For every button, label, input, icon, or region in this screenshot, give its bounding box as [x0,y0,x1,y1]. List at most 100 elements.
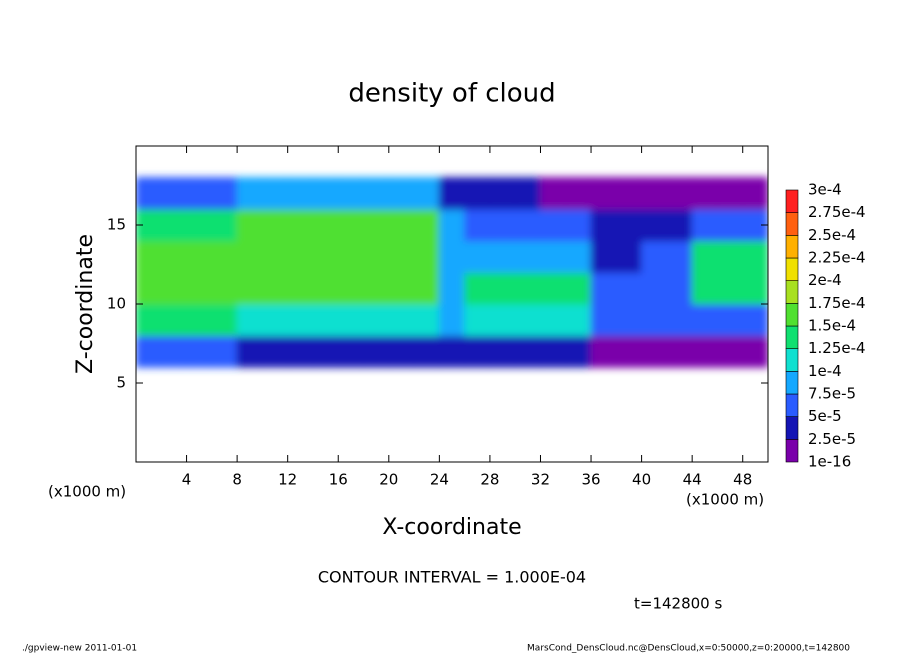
cell [312,303,339,337]
colorbar-label: 1e-16 [808,453,851,471]
cell [160,177,188,210]
cell [691,208,718,242]
cell [287,208,314,242]
cell [413,240,440,273]
colorbar-box [785,371,799,395]
chart-title: density of cloud [348,79,555,109]
cell [211,303,238,337]
cell [438,303,466,337]
cell [691,303,718,337]
x-axis-label: X-coordinate [382,515,521,540]
cell [337,177,365,210]
colorbar-box [785,325,799,349]
cell [691,177,718,210]
cell [388,271,415,305]
footer-right: MarsCond_DensCloud.nc@DensCloud,x=0:5000… [527,644,850,654]
cell [539,208,567,242]
x-tick-label: 40 [632,471,651,489]
cell [413,271,440,305]
cell [186,177,213,210]
cell [186,335,213,368]
cell [615,303,643,337]
cell [565,271,592,305]
cell [236,208,263,242]
cell [160,271,188,305]
cell [136,177,162,210]
cell [236,240,263,273]
y-unit: (x1000 m) [48,483,126,501]
x-tick-label: 48 [733,471,752,489]
cell [742,335,768,368]
cell [666,177,693,210]
colorbar-label: 2e-4 [808,271,842,289]
cell [539,240,567,273]
cell [388,240,415,273]
cell [312,335,339,368]
cell [590,271,617,305]
colorbar-label: 2.25e-4 [808,249,866,267]
cell [742,240,768,273]
cell [287,271,314,305]
colorbar-label: 2.5e-5 [808,430,856,448]
x-tick-label: 12 [278,471,297,489]
cell [337,208,365,242]
cell [716,271,744,305]
cell [211,335,238,368]
cell [489,177,516,210]
cell [615,335,643,368]
cell [716,303,744,337]
cell [160,208,188,242]
x-tick-label: 28 [480,471,499,489]
cell [236,177,263,210]
cell [666,208,693,242]
cell [742,303,768,337]
colorbar-box [785,393,799,417]
cell [363,240,390,273]
cell [691,335,718,368]
cell [160,335,188,368]
cell [615,208,643,242]
cell [514,240,541,273]
cell [413,303,440,337]
cell [666,271,693,305]
cell [136,240,162,273]
cell [590,303,617,337]
colorbar-box [785,212,799,236]
cell [363,208,390,242]
cell [514,177,541,210]
cell [590,335,617,368]
cell [539,271,567,305]
colorbar-label: 3e-4 [808,181,842,199]
colorbar-box [785,416,799,440]
cell [641,303,668,337]
cell [312,177,339,210]
cell [236,335,263,368]
cell [287,303,314,337]
colorbar-box [785,348,799,372]
cell [464,240,491,273]
cell [211,271,238,305]
cell [261,271,289,305]
cell [186,240,213,273]
cell [388,177,415,210]
colorbar-label: 1.5e-4 [808,317,856,335]
cell [438,208,466,242]
cell [464,271,491,305]
colorbar-box [785,280,799,304]
cell [438,271,466,305]
x-tick-label: 8 [232,471,242,489]
cell [261,303,289,337]
colorbar-label: 5e-5 [808,407,842,425]
cell [666,335,693,368]
colorbar-box [785,303,799,327]
cell [363,271,390,305]
cell [388,335,415,368]
cell [160,240,188,273]
cell [565,208,592,242]
colorbar-label: 1e-4 [808,362,842,380]
cell [514,271,541,305]
colorbar-label: 2.5e-4 [808,226,856,244]
cell [261,240,289,273]
cell [615,240,643,273]
